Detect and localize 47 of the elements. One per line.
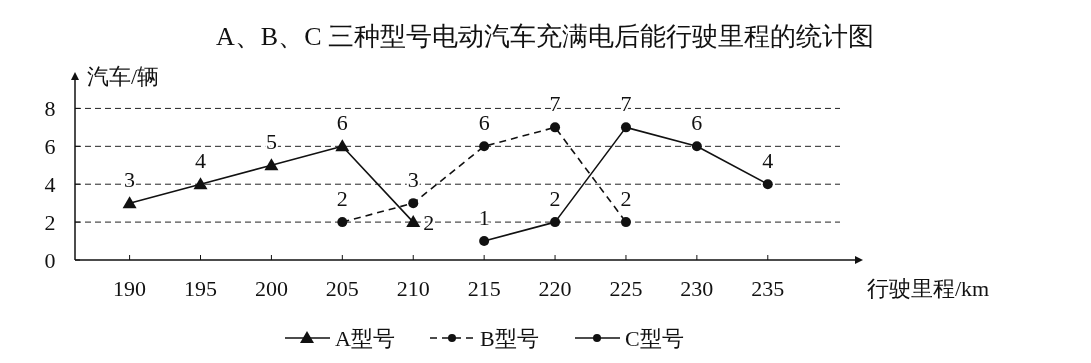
data-label: 1 [478, 205, 490, 231]
data-label: 5 [265, 129, 277, 155]
x-tick-label: 195 [184, 276, 218, 301]
data-label: 6 [336, 110, 348, 136]
y-tick-label: 4 [44, 172, 56, 198]
data-label: 6 [478, 110, 490, 136]
y-axis-title: 汽车/辆 [87, 64, 160, 89]
x-tick-label: 190 [113, 276, 147, 301]
point [406, 215, 421, 228]
y-tick-label: 2 [44, 210, 56, 236]
data-label: 7 [549, 91, 561, 117]
data-label: 4 [762, 148, 774, 174]
chart-title: A、B、C 三种型号电动汽车充满电后能行驶里程的统计图 [216, 22, 874, 51]
x-tick-label: 225 [609, 276, 643, 301]
data-label: 2 [549, 186, 561, 212]
point [762, 179, 773, 190]
point [691, 141, 702, 152]
point [335, 139, 350, 152]
point [193, 177, 208, 190]
y-tick-label: 8 [44, 96, 56, 122]
point [550, 217, 561, 228]
point [620, 122, 631, 133]
x-tick-label: 220 [538, 276, 572, 301]
point [337, 217, 348, 228]
legend-label: A型号 [335, 326, 395, 351]
data-label: 2 [620, 186, 632, 212]
x-tick-label: 215 [467, 276, 501, 301]
x-tick-label: 210 [396, 276, 430, 301]
legend-label: C型号 [625, 326, 684, 351]
x-tick-label: 235 [751, 276, 785, 301]
point [550, 122, 561, 133]
legend-label: B型号 [480, 326, 539, 351]
point [408, 198, 419, 209]
y-tick-label: 0 [44, 248, 56, 273]
point [264, 158, 279, 171]
data-label: 2 [336, 186, 348, 212]
x-tick-label: 200 [254, 276, 288, 301]
data-label: 4 [195, 148, 207, 174]
point [122, 196, 137, 209]
point [479, 141, 490, 152]
point [620, 217, 631, 228]
data-label: 6 [691, 110, 703, 136]
x-axis-title: 行驶里程/km [867, 276, 990, 301]
x-tick-label: 205 [325, 276, 359, 301]
x-tick-label: 230 [680, 276, 714, 301]
y-tick-label: 6 [44, 134, 56, 160]
point [479, 236, 490, 247]
